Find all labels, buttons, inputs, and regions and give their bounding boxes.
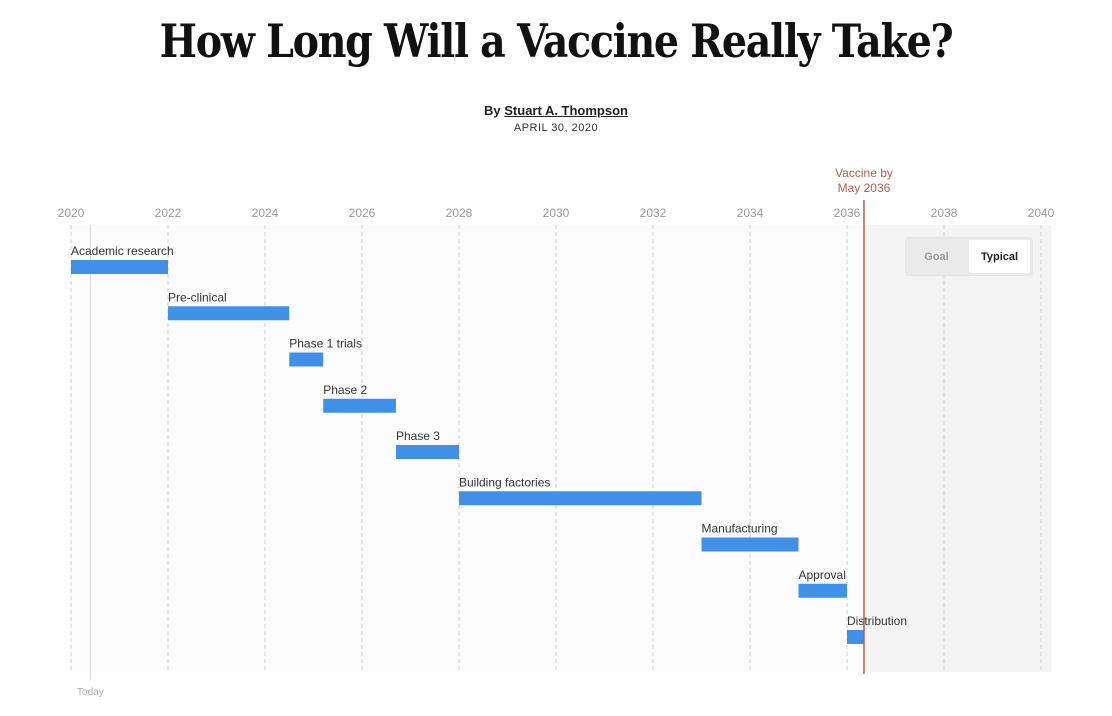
stage-bar — [847, 630, 864, 644]
stage-bar — [395, 445, 459, 459]
x-tick-label: 2020 — [58, 206, 85, 220]
future-region — [863, 225, 1051, 672]
stage-bar — [168, 306, 290, 321]
x-tick-label: 2034 — [737, 206, 764, 220]
x-tick-label: 2028 — [446, 206, 473, 220]
byline-prefix: By — [484, 103, 501, 118]
stage-label: Approval — [799, 568, 846, 582]
stage-label: Manufacturing — [702, 522, 778, 536]
stage-bar — [459, 491, 702, 506]
x-tick-label: 2038 — [931, 206, 958, 220]
vaccine-marker-label: Vaccine by — [835, 166, 893, 180]
stage-label: Phase 3 — [396, 429, 440, 443]
stage-label: Academic research — [71, 244, 174, 258]
x-tick-label: 2036 — [834, 206, 861, 220]
x-tick-label: 2026 — [349, 206, 376, 220]
stage-bar — [71, 260, 168, 274]
author-link[interactable]: Stuart A. Thompson — [504, 103, 628, 118]
stage-label: Distribution — [847, 614, 907, 628]
stage-bar — [701, 537, 799, 552]
x-tick-label: 2040 — [1028, 206, 1055, 220]
goal-typical-toggle[interactable]: Goal Typical — [906, 238, 1032, 275]
byline: By Stuart A. Thompson — [0, 103, 1112, 118]
x-tick-label: 2030 — [543, 206, 570, 220]
toggle-typical-option[interactable]: Typical — [969, 240, 1030, 273]
stage-label: Phase 2 — [323, 383, 367, 397]
x-tick-label: 2022 — [155, 206, 182, 220]
stage-bar — [798, 583, 847, 598]
today-label: Today — [77, 687, 104, 698]
x-tick-label: 2032 — [640, 206, 667, 220]
vaccine-marker-date: May 2036 — [838, 181, 891, 195]
headline: How Long Will a Vaccine Really Take? — [159, 14, 954, 68]
stage-label: Phase 1 trials — [289, 337, 362, 351]
publish-date: APRIL 30, 2020 — [513, 122, 599, 134]
toggle-goal-option[interactable]: Goal — [924, 250, 949, 263]
stage-label: Pre-clinical — [168, 290, 227, 304]
x-tick-label: 2024 — [252, 206, 279, 220]
stage-bar — [289, 352, 324, 367]
stage-label: Building factories — [459, 475, 550, 489]
stage-bar — [323, 398, 396, 413]
